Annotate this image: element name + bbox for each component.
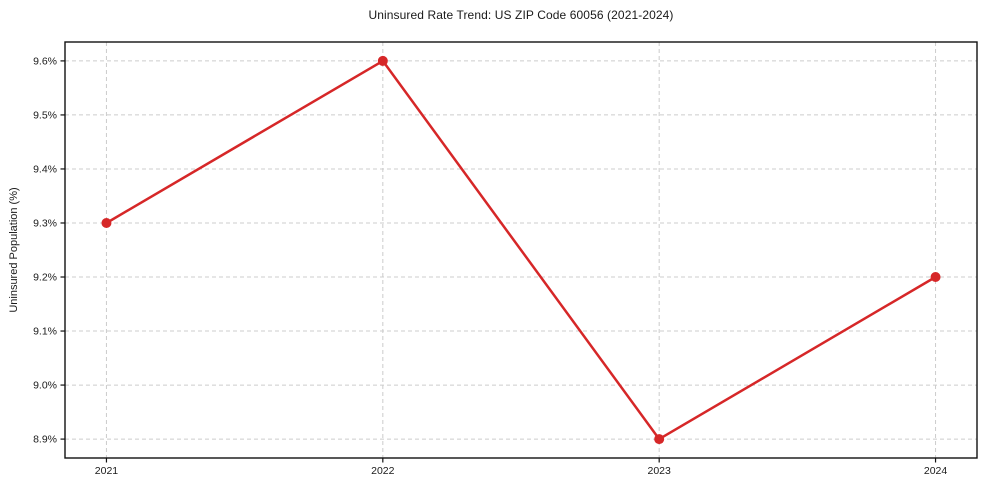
x-tick-label: 2021 — [95, 465, 119, 477]
data-point-marker — [101, 217, 112, 228]
trend-line — [105, 59, 937, 441]
y-tick-label: 8.9% — [33, 434, 57, 446]
x-tick-label: 2023 — [648, 465, 672, 477]
data-point-marker — [654, 434, 665, 445]
chart-title: Uninsured Rate Trend: US ZIP Code 60056 … — [368, 8, 674, 22]
data-point-marker — [930, 272, 941, 283]
y-tick-label: 9.6% — [33, 55, 57, 67]
y-tick-label: 9.3% — [33, 217, 57, 229]
y-tick-label: 9.5% — [33, 109, 57, 121]
data-point-marker — [377, 55, 388, 66]
x-tick-label: 2024 — [924, 465, 948, 477]
plot-border — [64, 41, 978, 459]
y-tick-label: 9.2% — [33, 272, 57, 284]
y-tick-label: 9.4% — [33, 163, 57, 175]
x-tick-label: 2022 — [371, 465, 395, 477]
y-tick-label: 9.1% — [33, 326, 57, 338]
y-tick-label: 9.0% — [33, 380, 57, 392]
